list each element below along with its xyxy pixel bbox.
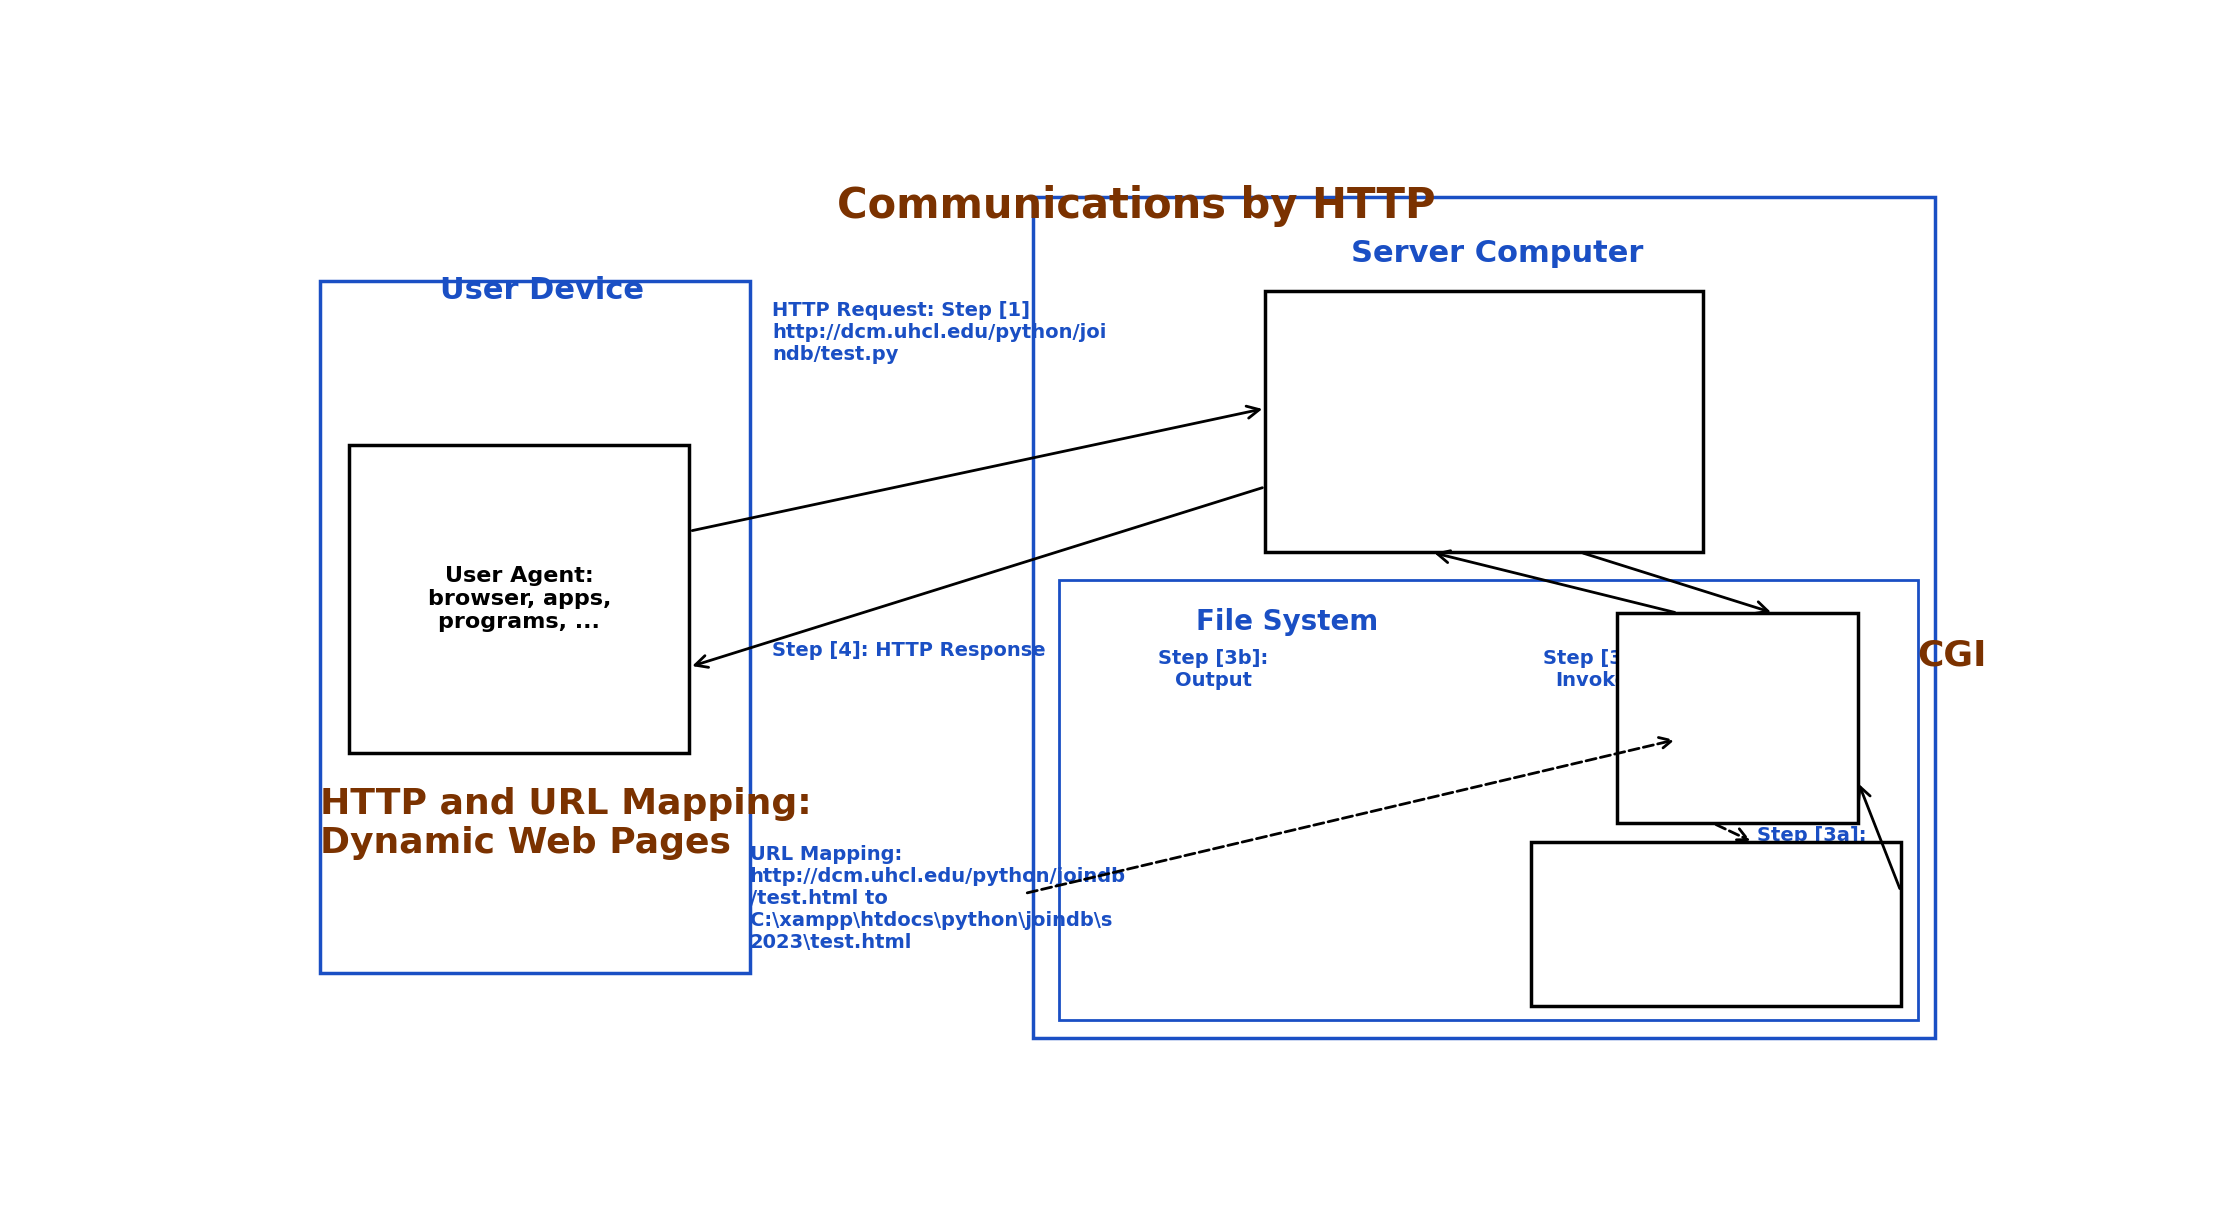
FancyBboxPatch shape bbox=[1060, 580, 1918, 1020]
Text: Web Server:
Apache, MS IIS, ...: Web Server: Apache, MS IIS, ... bbox=[1370, 399, 1598, 443]
FancyBboxPatch shape bbox=[319, 282, 749, 972]
Text: Step [3]:
Invoke: Step [3]: Invoke bbox=[1543, 648, 1641, 690]
Text: Communications by HTTP: Communications by HTTP bbox=[836, 186, 1437, 227]
Text: test.py: test.py bbox=[1694, 708, 1782, 727]
Text: HTTP Request: Step [1]
http://dcm.uhcl.edu/python/joi
ndb/test.py: HTTP Request: Step [1] http://dcm.uhcl.e… bbox=[772, 301, 1106, 364]
Text: CGI: CGI bbox=[1918, 639, 1986, 673]
Text: Step [4]: HTTP Response: Step [4]: HTTP Response bbox=[772, 641, 1046, 660]
FancyBboxPatch shape bbox=[1033, 197, 1935, 1038]
Text: Server Computer: Server Computer bbox=[1350, 239, 1643, 267]
Text: User Agent:
browser, apps,
programs, ...: User Agent: browser, apps, programs, ... bbox=[428, 566, 612, 632]
FancyBboxPatch shape bbox=[1618, 613, 1858, 823]
Text: HTTP and URL Mapping:
Dynamic Web Pages: HTTP and URL Mapping: Dynamic Web Pages bbox=[319, 787, 811, 860]
FancyBboxPatch shape bbox=[350, 444, 689, 753]
Text: File System: File System bbox=[1197, 608, 1379, 636]
Text: User Device: User Device bbox=[441, 276, 645, 305]
FancyBboxPatch shape bbox=[1532, 843, 1900, 1005]
FancyBboxPatch shape bbox=[1266, 290, 1703, 552]
Text: Step [3b]:
Output: Step [3b]: Output bbox=[1159, 648, 1268, 690]
Text: Step [3a]:
Interact with: Step [3a]: Interact with bbox=[1740, 827, 1882, 867]
Text: Server Software:
e.g. MySQL: Server Software: e.g. MySQL bbox=[1610, 902, 1822, 944]
Text: URL Mapping:
http://dcm.uhcl.edu/python/joindb
/test.html to
C:\xampp\htdocs\pyt: URL Mapping: http://dcm.uhcl.edu/python/… bbox=[749, 845, 1126, 952]
